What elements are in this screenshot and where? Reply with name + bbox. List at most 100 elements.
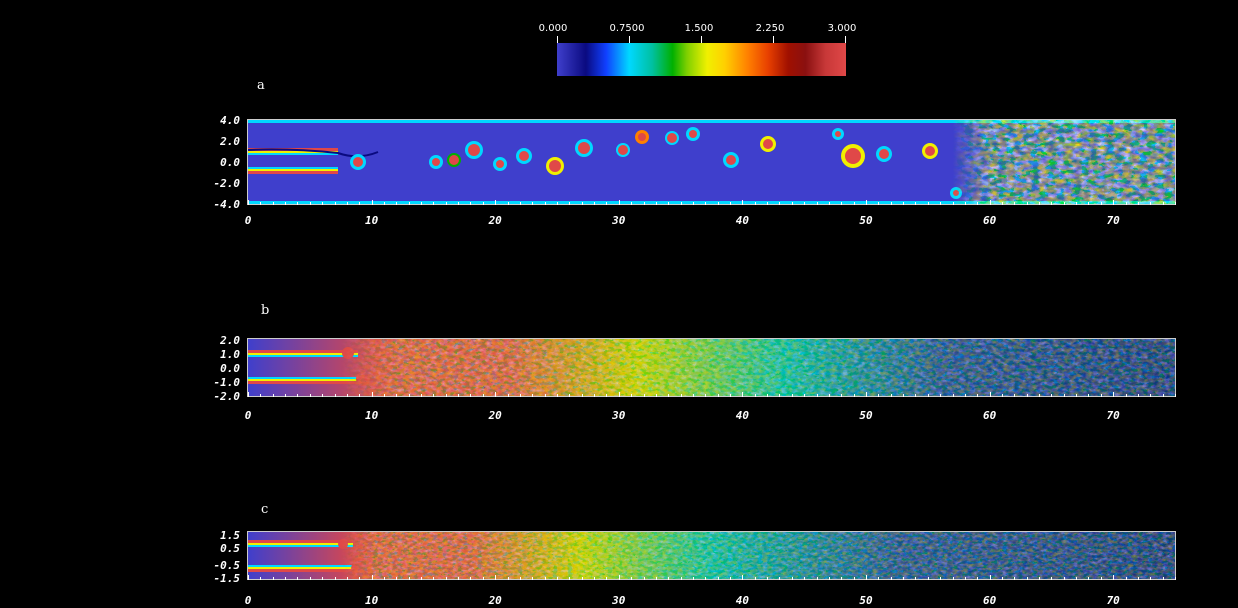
panel-a-x-tick [1088, 202, 1090, 205]
panel-c-x-tick [853, 577, 855, 580]
panel-c-x-tick [878, 577, 880, 580]
panel-a-x-tick [853, 202, 855, 205]
panel-b-x-tick [557, 394, 558, 397]
panel-b-x-tick [779, 394, 781, 397]
panel-c-x-tick [964, 577, 966, 580]
panel-b-x-tick [927, 394, 929, 397]
panel-c-x-tick [346, 577, 348, 580]
panel-c-x-tick [717, 577, 719, 580]
panel-b-x-tick [1063, 394, 1065, 397]
panel-b-x-tick [458, 394, 460, 397]
panel-a-x-tick [1039, 202, 1041, 205]
panel-b-x-tick [804, 394, 806, 397]
panel-a-x-tick [285, 202, 287, 205]
panel-c-x-tick [1175, 577, 1176, 580]
colorbar-tick [845, 36, 846, 43]
panel-a-x-tick [544, 202, 546, 205]
panel-c-x-tick [643, 577, 645, 580]
panel-c-x-tick [482, 577, 484, 580]
panel-a-x-tick [519, 202, 521, 205]
panel-b-x-tick [532, 394, 534, 397]
panel-c-x-tick [668, 577, 670, 580]
panel-a-x-tick [383, 202, 385, 205]
panel-b-x-tick [322, 394, 324, 397]
panel-b-x-tick [606, 394, 608, 397]
panel-a-x-tick [346, 202, 348, 205]
panel-b-field [248, 339, 1175, 396]
panel-b-x-tick [730, 394, 732, 397]
panel-c-x-tick [655, 577, 657, 580]
panel-a-x-tick [828, 202, 830, 205]
panel-c-x-tick [458, 577, 460, 580]
panel-a-letter: a [257, 78, 265, 93]
panel-c-x-tick [297, 577, 299, 580]
panel-a-x-label: 10 [364, 214, 379, 227]
panel-a-x-tick [569, 202, 571, 205]
panel-a-x-tick [680, 202, 682, 205]
panel-a-field [248, 120, 1175, 204]
panel-a-x-tick [643, 202, 645, 205]
colorbar-gradient [557, 43, 846, 76]
panel-a-x-label: 0 [244, 214, 252, 227]
panel-b-y-label: 2.0 [220, 334, 240, 347]
panel-c-x-tick [1063, 577, 1065, 580]
panel-a-x-tick [260, 202, 262, 205]
panel-c-x-tick [1088, 577, 1090, 580]
panel-b-x-tick [643, 394, 645, 397]
panel-a-x-label: 30 [612, 214, 626, 227]
colorbar-label-min: 0.000 [538, 23, 568, 34]
panel-b-x-tick [433, 394, 435, 397]
panel-c-letter: c [261, 502, 269, 517]
panel-a-x-tick [692, 202, 694, 205]
panel-a-x-tick [495, 200, 497, 205]
panel-a-field-image [248, 120, 1175, 204]
panel-a-y-label: 4.0 [220, 114, 240, 127]
panel-b-x-tick [519, 394, 521, 397]
panel-b-x-tick [631, 394, 633, 397]
panel-a-x-tick [272, 202, 274, 205]
panel-c-x-tick [359, 577, 361, 580]
panel-c-x-tick [940, 577, 942, 580]
panel-c-x-tick [631, 577, 633, 580]
panel-a-x-tick [557, 202, 558, 205]
panel-c-x-tick [1113, 575, 1115, 580]
panel-a-x-tick [322, 202, 324, 205]
panel-c-y-label: 0.5 [220, 542, 240, 555]
panel-b-x-tick [1039, 394, 1041, 397]
panel-c-x-tick [309, 577, 311, 580]
panel-c-x-label: 70 [1106, 594, 1120, 607]
panel-b-x-tick [482, 394, 484, 397]
panel-a-x-tick [915, 202, 917, 205]
panel-b-y-label: -1.0 [213, 376, 241, 389]
panel-a-x-tick [964, 202, 966, 205]
panel-c-x-tick [1014, 577, 1016, 580]
panel-a-x-tick [779, 202, 781, 205]
panel-c-x-tick [322, 577, 324, 580]
panel-b-x-tick [445, 394, 447, 397]
panel-a-x-tick [309, 202, 311, 205]
panel-c-x-tick [866, 575, 867, 580]
panel-b-x-tick [828, 394, 830, 397]
panel-c-x-tick [692, 577, 694, 580]
panel-c-y-label: 1.5 [220, 529, 240, 542]
panel-b-x-tick [495, 392, 497, 397]
panel-c-x-tick [1051, 577, 1053, 580]
panel-b-x-tick [346, 394, 348, 397]
panel-c-x-tick [371, 575, 373, 580]
panel-a-x-tick [989, 200, 991, 205]
panel-c-x-tick [408, 577, 410, 580]
panel-c-x-tick [334, 577, 336, 580]
panel-a-x-tick [359, 202, 361, 205]
panel-a-x-tick [927, 202, 929, 205]
panel-c-x-tick [557, 577, 558, 580]
panel-c-x-tick [594, 577, 596, 580]
panel-b-x-tick [742, 392, 744, 397]
panel-c-x-tick [952, 577, 954, 580]
panel-b-field-image [248, 339, 1175, 396]
panel-c-x-tick [841, 577, 843, 580]
panel-b-x-tick [915, 394, 917, 397]
panel-a-x-tick [767, 202, 769, 205]
panel-b-x-tick [705, 394, 707, 397]
panel-b-x-tick [594, 394, 596, 397]
panel-a-x-tick [334, 202, 336, 205]
